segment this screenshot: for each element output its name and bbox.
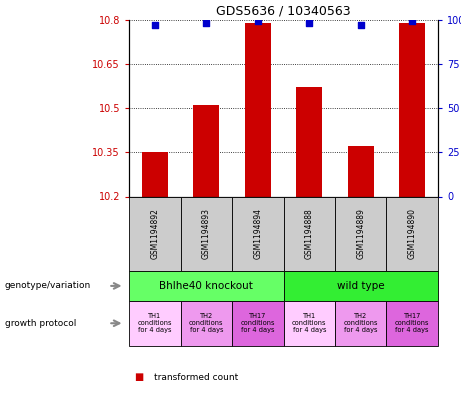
Text: GSM1194890: GSM1194890 (408, 208, 417, 259)
Bar (245, 23, 271, 196)
Text: growth protocol: growth protocol (5, 319, 76, 328)
Point (151, 22, 159, 28)
FancyBboxPatch shape (335, 196, 386, 271)
FancyBboxPatch shape (284, 271, 438, 301)
FancyBboxPatch shape (284, 301, 335, 346)
Point (408, 18, 416, 24)
FancyBboxPatch shape (129, 196, 181, 271)
Bar (399, 23, 425, 196)
FancyBboxPatch shape (129, 301, 181, 346)
Text: GSM1194889: GSM1194889 (356, 208, 365, 259)
Point (357, 22, 364, 28)
Title: GDS5636 / 10340563: GDS5636 / 10340563 (216, 4, 351, 17)
Text: transformed count: transformed count (154, 373, 239, 382)
FancyBboxPatch shape (386, 301, 438, 346)
Bar (142, 152, 168, 196)
Text: TH17
conditions
for 4 days: TH17 conditions for 4 days (395, 313, 430, 333)
Point (254, 18, 261, 24)
Text: ■: ■ (134, 372, 143, 382)
Text: wild type: wild type (337, 281, 384, 291)
Text: GSM1194894: GSM1194894 (253, 208, 262, 259)
Text: Bhlhe40 knockout: Bhlhe40 knockout (160, 281, 253, 291)
FancyBboxPatch shape (335, 301, 386, 346)
FancyBboxPatch shape (284, 196, 335, 271)
Text: TH1
conditions
for 4 days: TH1 conditions for 4 days (292, 313, 326, 333)
Text: TH2
conditions
for 4 days: TH2 conditions for 4 days (189, 313, 224, 333)
Bar (296, 87, 322, 196)
Text: TH17
conditions
for 4 days: TH17 conditions for 4 days (241, 313, 275, 333)
FancyBboxPatch shape (181, 196, 232, 271)
Text: GSM1194893: GSM1194893 (202, 208, 211, 259)
Bar (194, 105, 219, 196)
Bar (348, 147, 373, 196)
Point (203, 20, 210, 26)
FancyBboxPatch shape (386, 196, 438, 271)
FancyBboxPatch shape (232, 301, 284, 346)
Text: genotype/variation: genotype/variation (5, 281, 91, 290)
FancyBboxPatch shape (181, 301, 232, 346)
Text: GSM1194892: GSM1194892 (150, 208, 160, 259)
FancyBboxPatch shape (129, 271, 284, 301)
FancyBboxPatch shape (232, 196, 284, 271)
Text: GSM1194888: GSM1194888 (305, 208, 314, 259)
Text: TH2
conditions
for 4 days: TH2 conditions for 4 days (343, 313, 378, 333)
Text: TH1
conditions
for 4 days: TH1 conditions for 4 days (137, 313, 172, 333)
Point (306, 20, 313, 26)
